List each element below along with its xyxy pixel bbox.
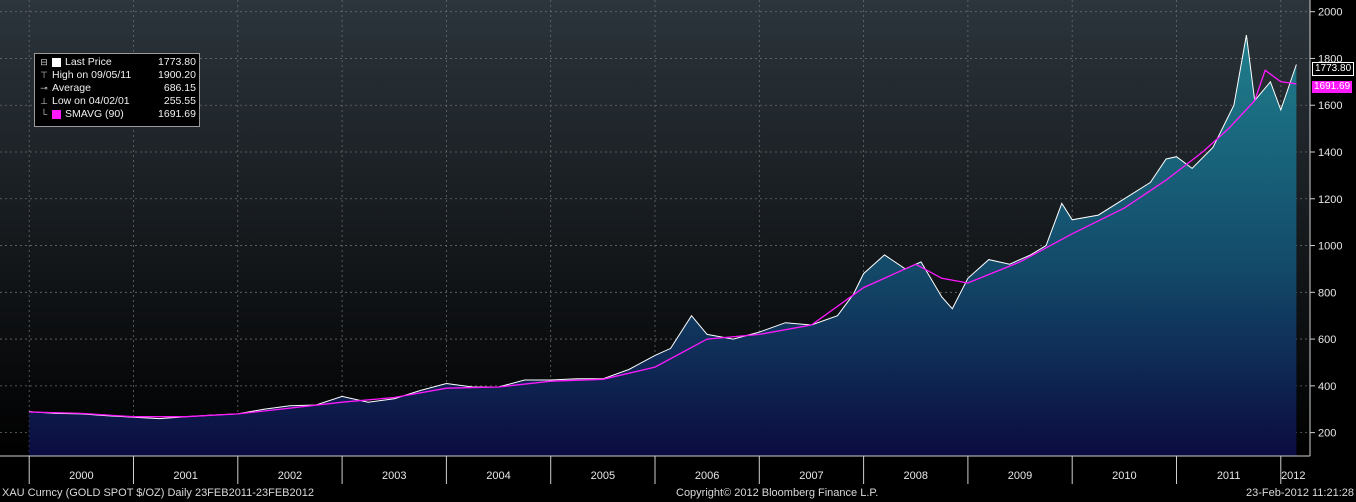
y-tick-label: 2000 (1318, 7, 1342, 19)
y-tick-label: 800 (1318, 287, 1336, 299)
legend-label: Low on 04/02/01 (52, 95, 130, 107)
y-tick-label: 400 (1318, 381, 1336, 393)
legend-label: High on 09/05/11 (52, 69, 132, 81)
x-tick-label: 2007 (799, 470, 823, 482)
legend-value: 686.15 (163, 82, 196, 94)
x-tick-label: 2010 (1112, 470, 1136, 482)
footer-timestamp: 23-Feb-2012 11:21:28 (1245, 487, 1354, 499)
legend: ⊟ Last Price 1773.80 ⊤ High on 09/05/11 … (34, 53, 200, 127)
legend-label: SMAVG (90) (65, 108, 124, 120)
low-marker-icon: ⊥ (40, 96, 48, 106)
high-marker-icon: ⊤ (40, 70, 48, 80)
x-tick-label: 2004 (486, 470, 510, 482)
x-tick-label: 2011 (1217, 470, 1241, 482)
legend-row-high: ⊤ High on 09/05/11 1900.20 (38, 69, 196, 82)
legend-row-smavg: └ SMAVG (90) 1691.69 (38, 108, 196, 121)
price-area-fill (29, 35, 1297, 456)
x-tick-label: 2003 (382, 470, 406, 482)
x-tick-label: 2006 (695, 470, 719, 482)
box-icon[interactable]: ⊟ (40, 57, 48, 67)
smavg-series-line (29, 69, 1297, 418)
x-tick-label: 2002 (278, 470, 302, 482)
x-tick-label: 2009 (1008, 470, 1032, 482)
y-tick-label: 1000 (1318, 241, 1342, 253)
legend-row-average: ⊸ Average 686.15 (38, 82, 196, 95)
x-tick-label: 2005 (591, 470, 615, 482)
smavg-tag: 1691.69 (1312, 81, 1353, 93)
legend-value: 1900.20 (158, 69, 196, 81)
tree-branch-icon: └ (40, 109, 48, 119)
y-tick-label: 1200 (1318, 194, 1342, 206)
x-tick-label: 2008 (904, 470, 928, 482)
white-swatch (52, 58, 61, 67)
last-price-tag: 1773.80 (1312, 62, 1355, 76)
legend-row-low: ⊥ Low on 04/02/01 255.55 (38, 95, 196, 108)
legend-value: 1691.69 (158, 108, 196, 120)
legend-row-last-price: ⊟ Last Price 1773.80 (38, 56, 196, 69)
y-tick-label: 1600 (1318, 100, 1342, 112)
legend-value: 1773.80 (158, 56, 196, 68)
average-marker-icon: ⊸ (40, 83, 48, 93)
y-tick-label: 1400 (1318, 147, 1342, 159)
footer-bar: XAU Curncy (GOLD SPOT $/OZ) Daily 23FEB2… (0, 484, 1356, 502)
magenta-swatch (52, 110, 61, 119)
x-tick-label: 2012 (1281, 470, 1305, 482)
y-tick-label: 600 (1318, 334, 1336, 346)
price-series-line (29, 35, 1297, 420)
footer-copyright: Copyright© 2012 Bloomberg Finance L.P. (676, 487, 879, 499)
legend-label: Last Price (65, 56, 112, 68)
y-tick-label: 200 (1318, 428, 1336, 440)
x-tick-label: 2001 (173, 470, 197, 482)
legend-value: 255.55 (163, 95, 196, 107)
footer-security-info: XAU Curncy (GOLD SPOT $/OZ) Daily 23FEB2… (2, 487, 314, 499)
legend-label: Average (52, 82, 91, 94)
x-tick-label: 2000 (69, 470, 93, 482)
x-axis-ticks: 2000 2001 2002 2003 2004 2005 2006 2007 2008 2009… (28, 456, 1306, 484)
